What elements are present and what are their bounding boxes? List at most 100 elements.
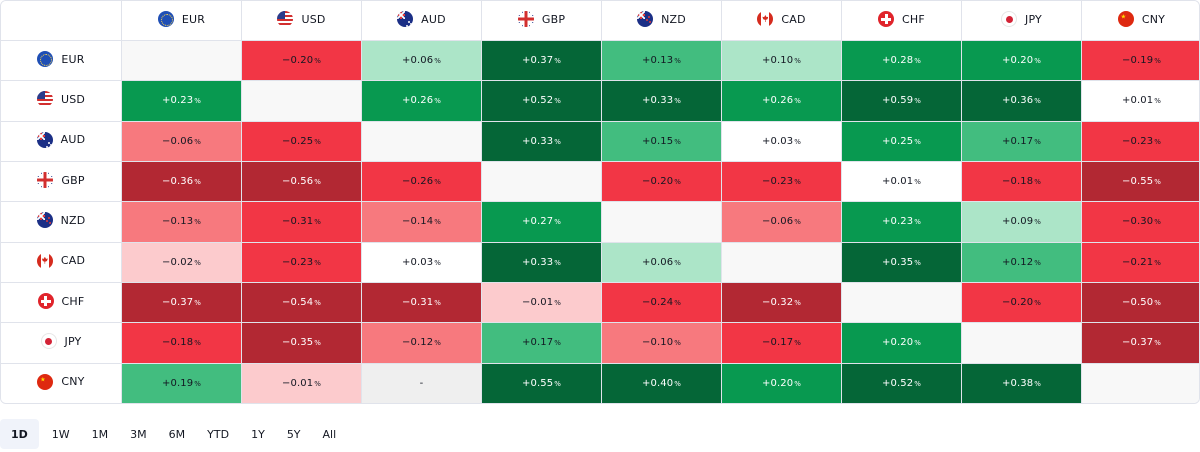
period-tab-1m[interactable]: 1M — [83, 419, 118, 449]
row-header-nzd[interactable]: NZD — [1, 201, 122, 243]
rate-cell[interactable]: +0.36% — [961, 80, 1082, 122]
period-tab-3m[interactable]: 3M — [121, 419, 156, 449]
rate-cell[interactable]: +0.03% — [361, 241, 482, 283]
rate-cell[interactable]: −0.12% — [361, 322, 482, 364]
rate-cell[interactable]: −0.23% — [1081, 120, 1199, 162]
rate-cell[interactable]: −0.50% — [1081, 281, 1199, 324]
rate-cell[interactable]: +0.20% — [961, 39, 1082, 82]
rate-cell[interactable]: +0.01% — [1081, 80, 1199, 122]
column-header-eur[interactable]: EUR — [121, 1, 242, 41]
rate-cell[interactable]: −0.02% — [121, 241, 242, 283]
rate-cell[interactable]: +0.10% — [721, 39, 842, 82]
rate-cell[interactable]: +0.06% — [601, 241, 722, 283]
period-tab-5y[interactable]: 5Y — [278, 419, 310, 449]
rate-cell[interactable]: −0.01% — [241, 362, 362, 403]
rate-cell[interactable]: +0.19% — [121, 362, 242, 403]
rate-cell[interactable]: −0.37% — [1081, 322, 1199, 364]
rate-cell[interactable]: +0.25% — [841, 120, 962, 162]
rate-cell[interactable]: −0.06% — [121, 120, 242, 162]
row-header-aud[interactable]: AUD — [1, 120, 122, 162]
rate-cell[interactable]: −0.26% — [361, 160, 482, 203]
column-header-chf[interactable]: CHF — [841, 1, 962, 41]
row-header-usd[interactable]: USD — [1, 80, 122, 122]
rate-cell[interactable]: −0.18% — [121, 322, 242, 364]
rate-cell[interactable]: −0.06% — [721, 201, 842, 243]
rate-cell[interactable]: −0.31% — [241, 201, 362, 243]
rate-cell[interactable]: −0.20% — [601, 160, 722, 203]
rate-cell[interactable]: +0.20% — [721, 362, 842, 403]
period-tab-1w[interactable]: 1W — [43, 419, 79, 449]
column-header-nzd[interactable]: NZD — [601, 1, 722, 41]
rate-cell[interactable]: −0.35% — [241, 322, 362, 364]
rate-cell[interactable]: −0.14% — [361, 201, 482, 243]
rate-cell[interactable]: −0.20% — [961, 281, 1082, 324]
rate-cell[interactable]: +0.33% — [601, 80, 722, 122]
rate-cell[interactable]: +0.17% — [481, 322, 602, 364]
rate-cell[interactable]: +0.03% — [721, 120, 842, 162]
rate-cell[interactable]: −0.13% — [121, 201, 242, 243]
rate-cell[interactable]: +0.23% — [121, 80, 242, 122]
rate-cell[interactable]: −0.37% — [121, 281, 242, 324]
rate-cell[interactable]: - — [361, 362, 482, 403]
rate-cell[interactable]: −0.19% — [1081, 39, 1199, 82]
rate-cell[interactable]: +0.33% — [481, 120, 602, 162]
row-header-cad[interactable]: CAD — [1, 241, 122, 283]
rate-cell[interactable]: −0.01% — [481, 281, 602, 324]
rate-cell[interactable]: +0.23% — [841, 201, 962, 243]
rate-cell[interactable]: +0.55% — [481, 362, 602, 403]
rate-cell[interactable]: −0.54% — [241, 281, 362, 324]
rate-cell[interactable]: −0.25% — [241, 120, 362, 162]
period-tab-ytd[interactable]: YTD — [198, 419, 238, 449]
period-tab-6m[interactable]: 6M — [160, 419, 195, 449]
period-tab-1d[interactable]: 1D — [0, 419, 39, 449]
rate-cell[interactable]: +0.33% — [481, 241, 602, 283]
rate-cell[interactable]: +0.15% — [601, 120, 722, 162]
column-header-cad[interactable]: CAD — [721, 1, 842, 41]
rate-cell[interactable]: −0.56% — [241, 160, 362, 203]
rate-cell[interactable]: +0.52% — [841, 362, 962, 403]
rate-cell[interactable]: −0.17% — [721, 322, 842, 364]
rate-cell[interactable]: −0.36% — [121, 160, 242, 203]
rate-cell[interactable]: −0.55% — [1081, 160, 1199, 203]
rate-cell[interactable]: −0.23% — [721, 160, 842, 203]
column-header-cny[interactable]: CNY — [1081, 1, 1199, 41]
rate-cell[interactable]: +0.28% — [841, 39, 962, 82]
row-header-jpy[interactable]: JPY — [1, 322, 122, 364]
percent-sign: % — [1034, 178, 1041, 187]
rate-cell[interactable]: +0.59% — [841, 80, 962, 122]
rate-cell[interactable]: +0.26% — [361, 80, 482, 122]
row-header-gbp[interactable]: GBP — [1, 160, 122, 203]
period-tab-all[interactable]: All — [314, 419, 346, 449]
rate-cell[interactable]: −0.24% — [601, 281, 722, 324]
column-header-aud[interactable]: AUD — [361, 1, 482, 41]
rate-cell[interactable]: +0.35% — [841, 241, 962, 283]
rate-cell[interactable]: +0.38% — [961, 362, 1082, 403]
rate-cell[interactable]: +0.26% — [721, 80, 842, 122]
row-header-cny[interactable]: CNY — [1, 362, 122, 403]
rate-cell[interactable]: −0.20% — [241, 39, 362, 82]
rate-cell[interactable]: +0.40% — [601, 362, 722, 403]
rate-cell[interactable]: +0.17% — [961, 120, 1082, 162]
column-header-usd[interactable]: USD — [241, 1, 362, 41]
rate-cell[interactable]: +0.13% — [601, 39, 722, 82]
rate-cell[interactable]: +0.06% — [361, 39, 482, 82]
rate-cell[interactable]: +0.52% — [481, 80, 602, 122]
rate-cell[interactable]: −0.23% — [241, 241, 362, 283]
rate-cell[interactable]: −0.31% — [361, 281, 482, 324]
period-tab-1y[interactable]: 1Y — [242, 419, 274, 449]
rate-cell[interactable]: +0.01% — [841, 160, 962, 203]
rate-cell[interactable]: −0.21% — [1081, 241, 1199, 283]
rate-cell[interactable]: +0.12% — [961, 241, 1082, 283]
rate-cell[interactable]: +0.37% — [481, 39, 602, 82]
rate-cell[interactable]: +0.27% — [481, 201, 602, 243]
row-header-eur[interactable]: EUR — [1, 39, 122, 82]
row-header-chf[interactable]: CHF — [1, 281, 122, 324]
rate-cell[interactable]: +0.20% — [841, 322, 962, 364]
rate-cell[interactable]: −0.30% — [1081, 201, 1199, 243]
column-header-jpy[interactable]: JPY — [961, 1, 1082, 41]
rate-cell[interactable]: −0.10% — [601, 322, 722, 364]
column-header-gbp[interactable]: GBP — [481, 1, 602, 41]
rate-cell[interactable]: −0.18% — [961, 160, 1082, 203]
rate-cell[interactable]: +0.09% — [961, 201, 1082, 243]
rate-cell[interactable]: −0.32% — [721, 281, 842, 324]
